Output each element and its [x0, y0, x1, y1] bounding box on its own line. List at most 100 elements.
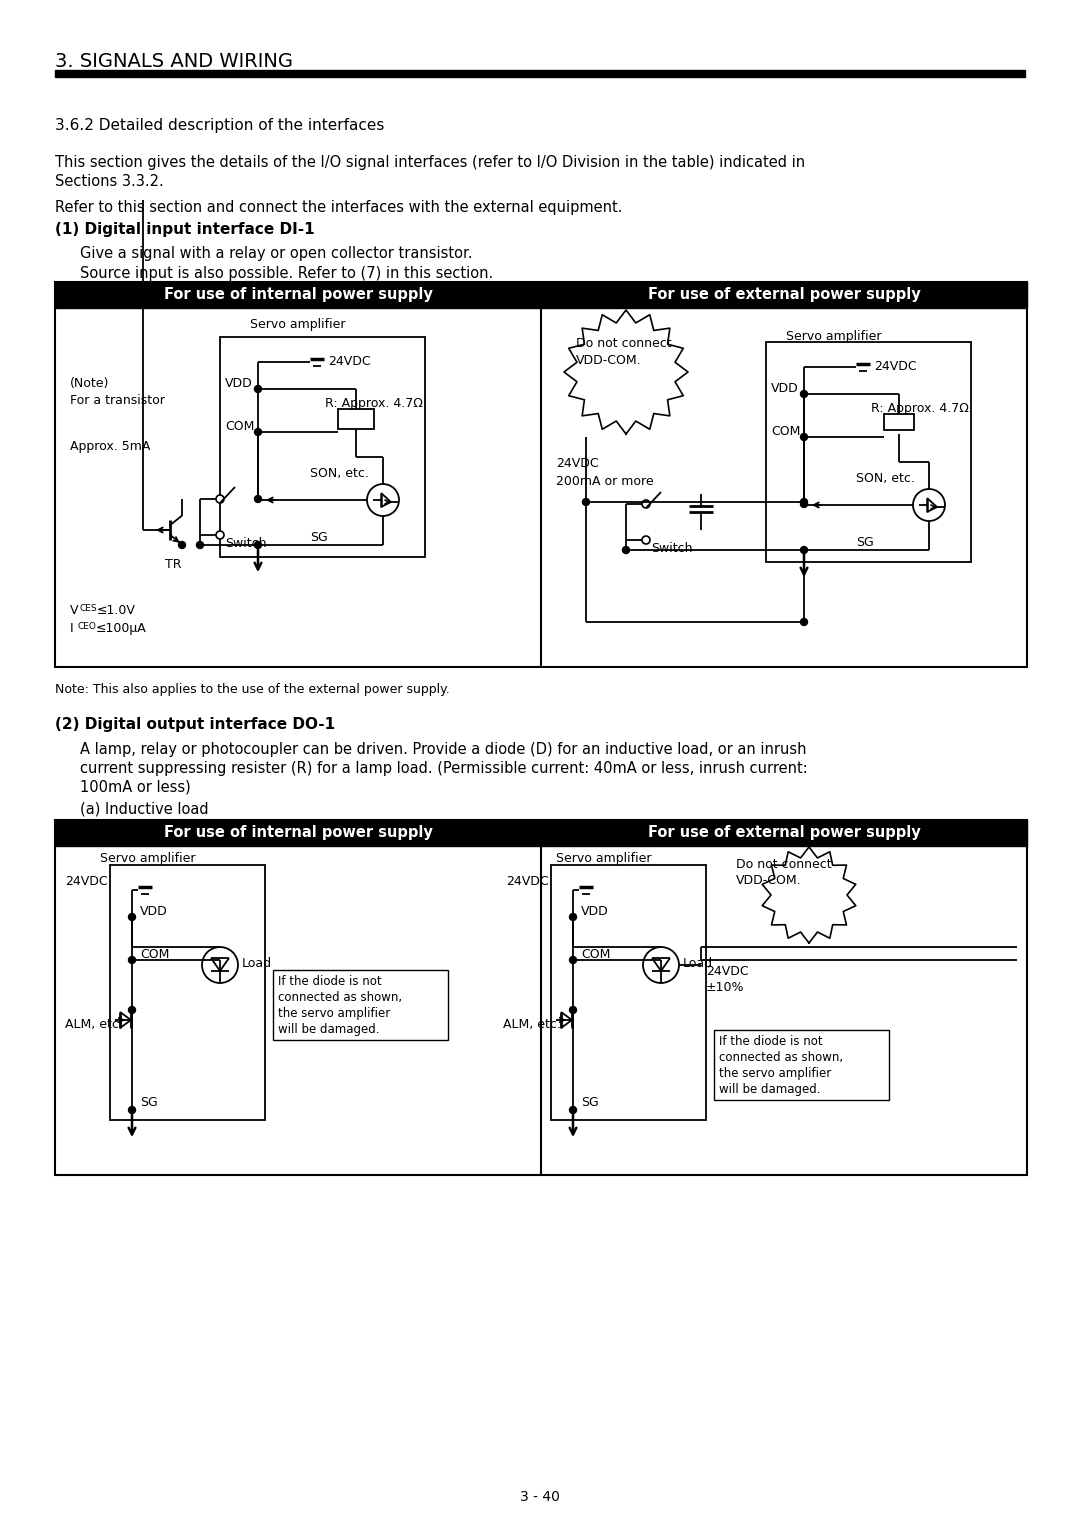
Text: VDD: VDD [225, 377, 253, 390]
Circle shape [582, 498, 590, 506]
Text: 24VDC: 24VDC [507, 876, 549, 888]
Text: 24VDC: 24VDC [328, 354, 370, 368]
Text: connected as shown,: connected as shown, [719, 1051, 843, 1063]
Text: For use of external power supply: For use of external power supply [648, 287, 920, 303]
Text: COM: COM [771, 425, 800, 439]
Bar [55, 821, 1027, 847]
Text: Switch: Switch [225, 536, 267, 550]
Text: If the diode is not: If the diode is not [719, 1034, 823, 1048]
Text: For use of internal power supply: For use of internal power supply [163, 287, 432, 303]
Circle shape [129, 914, 135, 920]
Text: Servo amplifier: Servo amplifier [786, 330, 881, 342]
Circle shape [129, 1106, 135, 1114]
Text: 3. SIGNALS AND WIRING: 3. SIGNALS AND WIRING [55, 52, 293, 70]
Text: Servo amplifier: Servo amplifier [100, 853, 195, 865]
Circle shape [800, 391, 808, 397]
Text: 24VDC: 24VDC [706, 966, 748, 978]
Circle shape [255, 385, 261, 393]
Text: the servo amplifier: the servo amplifier [719, 1067, 832, 1080]
Text: R: Approx. 4.7Ω: R: Approx. 4.7Ω [870, 402, 969, 416]
Text: Load: Load [242, 957, 272, 970]
Bar [55, 821, 1027, 1175]
Text: Do not connect: Do not connect [576, 338, 672, 350]
Text: (1) Digital input interface DI-1: (1) Digital input interface DI-1 [55, 222, 314, 237]
Text: SG: SG [310, 532, 327, 544]
Text: Source input is also possible. Refer to (7) in this section.: Source input is also possible. Refer to … [80, 266, 494, 281]
Text: For use of internal power supply: For use of internal power supply [163, 825, 432, 840]
Circle shape [642, 500, 650, 507]
Circle shape [800, 434, 808, 440]
Circle shape [129, 1007, 135, 1013]
Text: SG: SG [140, 1096, 158, 1109]
Circle shape [255, 428, 261, 435]
Circle shape [569, 1106, 577, 1114]
Circle shape [569, 914, 577, 920]
Text: VDD: VDD [140, 905, 167, 918]
Text: CEO: CEO [78, 622, 97, 631]
Text: current suppressing resister (R) for a lamp load. (Permissible current: 40mA or : current suppressing resister (R) for a l… [80, 761, 808, 776]
Text: Sections 3.3.2.: Sections 3.3.2. [55, 174, 164, 189]
Circle shape [178, 541, 186, 549]
Bar [885, 414, 914, 429]
Text: Servo amplifier: Servo amplifier [556, 853, 651, 865]
Text: will be damaged.: will be damaged. [278, 1024, 379, 1036]
Text: If the diode is not: If the diode is not [278, 975, 381, 989]
Bar [110, 865, 265, 1120]
Text: ≤1.0V: ≤1.0V [97, 604, 136, 617]
Circle shape [643, 947, 679, 983]
Text: Give a signal with a relay or open collector transistor.: Give a signal with a relay or open colle… [80, 246, 473, 261]
Text: (a) Inductive load: (a) Inductive load [80, 801, 208, 816]
Circle shape [255, 541, 261, 549]
Text: This section gives the details of the I/O signal interfaces (refer to I/O Divisi: This section gives the details of the I/… [55, 154, 805, 170]
Text: 24VDC: 24VDC [65, 876, 108, 888]
Text: SON, etc.: SON, etc. [856, 472, 915, 484]
Bar [220, 338, 426, 558]
Circle shape [569, 1007, 577, 1013]
Text: Do not connect: Do not connect [735, 859, 832, 871]
Circle shape [622, 547, 630, 553]
Text: 200mA or more: 200mA or more [556, 475, 653, 487]
Text: 24VDC: 24VDC [874, 361, 917, 373]
Text: COM: COM [140, 947, 170, 961]
Text: (2) Digital output interface DO-1: (2) Digital output interface DO-1 [55, 717, 335, 732]
Text: R: Approx. 4.7Ω: R: Approx. 4.7Ω [325, 397, 423, 410]
Text: VDD: VDD [581, 905, 609, 918]
Circle shape [800, 547, 808, 553]
Text: Switch: Switch [651, 542, 692, 555]
Circle shape [800, 498, 808, 506]
Text: VDD: VDD [771, 382, 799, 396]
Text: 24VDC: 24VDC [556, 457, 598, 471]
Text: V: V [70, 604, 79, 617]
Bar [714, 1030, 889, 1100]
Circle shape [800, 619, 808, 625]
Text: the servo amplifier: the servo amplifier [278, 1007, 390, 1021]
Bar [55, 283, 1027, 668]
Text: connected as shown,: connected as shown, [278, 992, 402, 1004]
Circle shape [800, 501, 808, 507]
Bar [55, 283, 1027, 309]
Text: A lamp, relay or photocoupler can be driven. Provide a diode (D) for an inductiv: A lamp, relay or photocoupler can be dri… [80, 743, 807, 756]
Text: VDD-COM.: VDD-COM. [735, 874, 801, 886]
Text: Servo amplifier: Servo amplifier [249, 318, 346, 332]
Text: COM: COM [225, 420, 255, 432]
Circle shape [913, 489, 945, 521]
Bar [338, 410, 374, 429]
Text: Load: Load [683, 957, 713, 970]
Text: 3.6.2 Detailed description of the interfaces: 3.6.2 Detailed description of the interf… [55, 118, 384, 133]
Circle shape [216, 495, 224, 503]
Text: CES: CES [79, 604, 96, 613]
Text: Refer to this section and connect the interfaces with the external equipment.: Refer to this section and connect the in… [55, 200, 622, 215]
Circle shape [216, 532, 224, 539]
Bar [766, 342, 971, 562]
Text: ≤100μA: ≤100μA [96, 622, 147, 636]
Text: ALM, etc.: ALM, etc. [503, 1018, 561, 1031]
Text: For a transistor: For a transistor [70, 394, 165, 406]
Text: Note: This also applies to the use of the external power supply.: Note: This also applies to the use of th… [55, 683, 449, 695]
Text: COM: COM [581, 947, 610, 961]
Text: I: I [70, 622, 73, 636]
Text: ±10%: ±10% [706, 981, 744, 995]
Circle shape [129, 957, 135, 964]
Text: ALM, etc.: ALM, etc. [65, 1018, 123, 1031]
Circle shape [569, 957, 577, 964]
Text: SON, etc.: SON, etc. [310, 468, 369, 480]
